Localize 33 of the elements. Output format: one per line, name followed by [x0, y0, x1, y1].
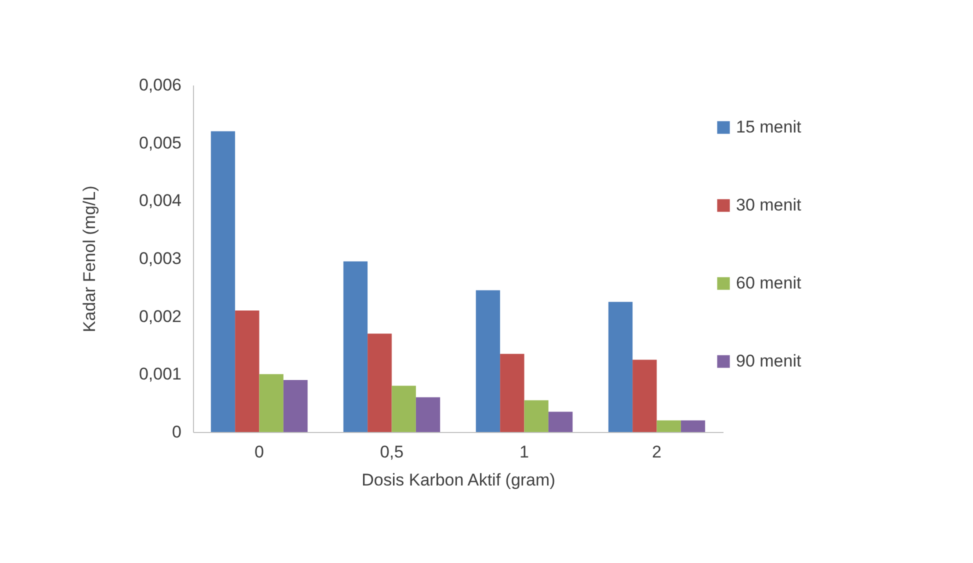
bar [476, 290, 500, 432]
bar [343, 261, 368, 432]
y-tick-label: 0,005 [138, 133, 182, 152]
bar [656, 420, 681, 432]
y-tick-label: 0,001 [138, 364, 182, 384]
legend-label: 15 menit [736, 118, 802, 136]
x-tick-label: 2 [652, 442, 662, 462]
bar [283, 380, 308, 432]
bar [548, 412, 573, 432]
legend-label: 30 menit [736, 196, 802, 214]
x-tick-label: 0 [254, 442, 264, 462]
x-tick-label: 0,5 [380, 442, 404, 462]
bar [210, 131, 236, 432]
y-tick-label: 0,006 [138, 76, 182, 94]
bar [632, 360, 657, 432]
bar [392, 386, 416, 432]
bar [680, 420, 706, 432]
bar [500, 354, 524, 432]
x-tick-label: 1 [520, 442, 529, 462]
y-tick-label: 0,003 [138, 249, 182, 268]
legend-label: 90 menit [736, 352, 802, 370]
y-tick-label: 0,002 [138, 306, 182, 326]
bar [259, 374, 284, 432]
y-tick-label: 0,004 [138, 191, 182, 210]
y-axis-title: Kadar Fenol (mg/L) [80, 186, 99, 332]
bar [368, 334, 392, 432]
legend-label: 60 menit [736, 274, 802, 292]
bar [524, 400, 548, 432]
bar [235, 310, 260, 432]
y-tick-label: 0 [172, 422, 182, 442]
x-axis-title: Dosis Karbon Aktif (gram) [362, 470, 556, 490]
bar [608, 302, 633, 432]
bar [416, 397, 440, 432]
